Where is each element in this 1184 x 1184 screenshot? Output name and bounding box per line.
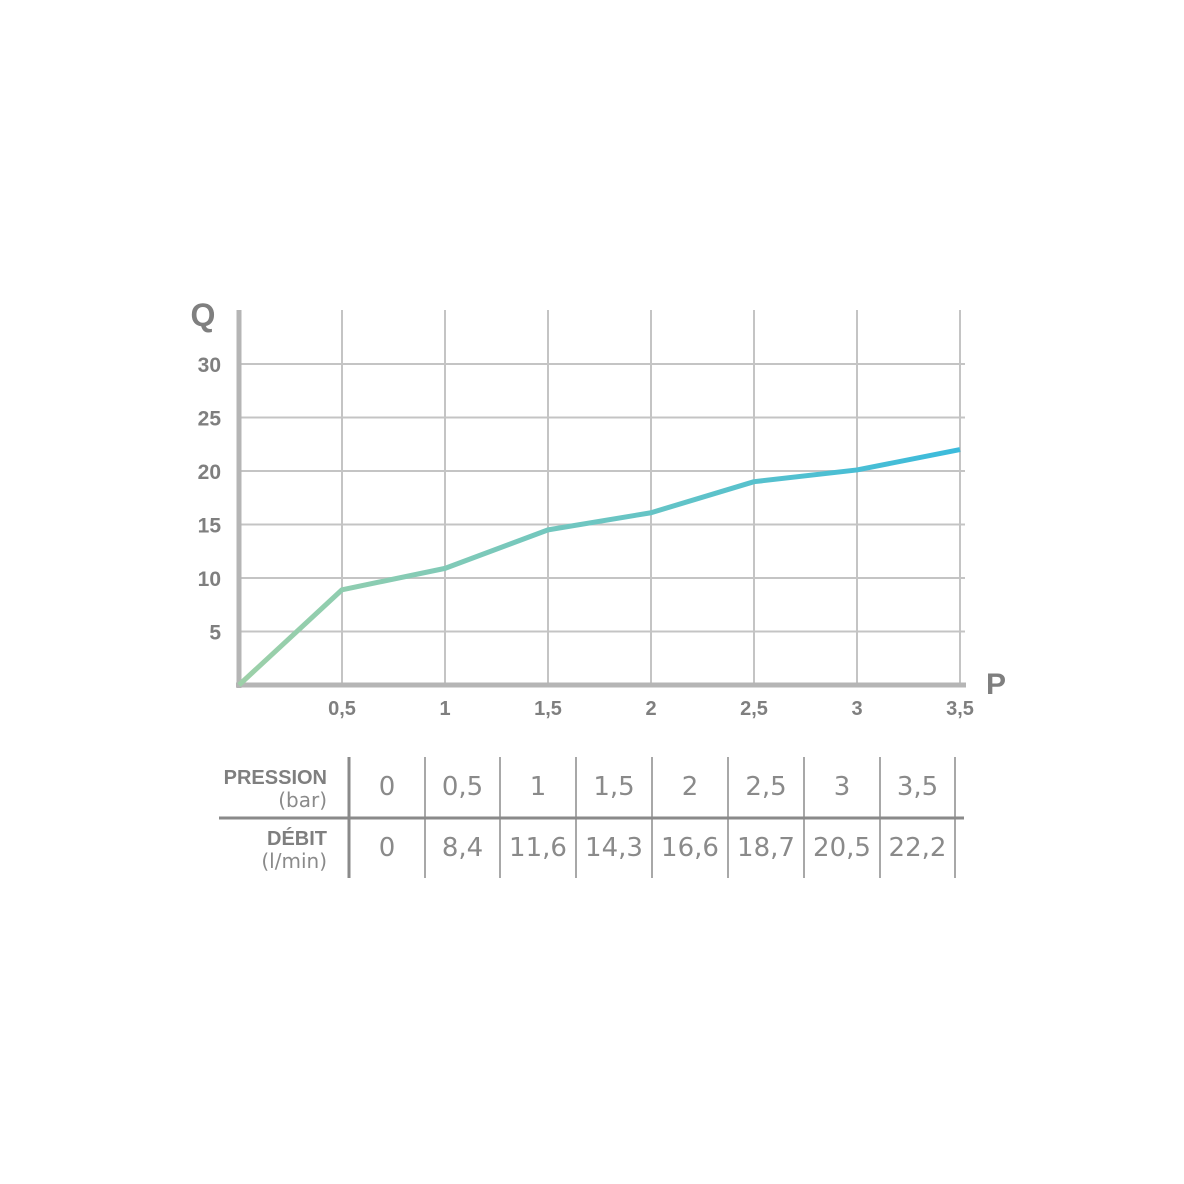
table-cell: 2 xyxy=(682,772,699,802)
x-axis-label: P xyxy=(986,668,1006,701)
table-cell: 11,6 xyxy=(509,833,567,863)
table-cell: 3 xyxy=(834,772,851,802)
table-row-label: DÉBIT xyxy=(267,827,327,850)
table-row-label: PRESSION xyxy=(224,767,327,789)
table-cell: 1,5 xyxy=(593,772,634,802)
table-cell: 18,7 xyxy=(737,833,795,863)
y-axis-label: Q xyxy=(191,297,216,333)
x-tick-label: 1,5 xyxy=(534,698,562,720)
table-cell: 14,3 xyxy=(585,833,643,863)
table-cell: 0 xyxy=(379,772,396,802)
y-tick-label: 30 xyxy=(198,354,221,377)
table-cell: 0 xyxy=(379,833,396,863)
x-tick-label: 2,5 xyxy=(740,698,768,720)
x-tick-label: 1 xyxy=(439,698,450,720)
x-tick-label: 2 xyxy=(645,698,656,720)
table-row-unit: (l/min) xyxy=(261,849,327,873)
table-cell: 0,5 xyxy=(442,772,483,802)
x-tick-label: 0,5 xyxy=(328,698,356,720)
y-tick-label: 20 xyxy=(198,461,221,484)
table-cell: 22,2 xyxy=(889,833,947,863)
y-tick-label: 5 xyxy=(209,622,221,645)
series-line xyxy=(237,447,961,687)
y-tick-label: 25 xyxy=(198,408,222,431)
table-cell: 2,5 xyxy=(745,772,786,802)
x-tick-label: 3 xyxy=(851,698,862,720)
table-cell: 3,5 xyxy=(897,772,938,802)
table-cell: 8,4 xyxy=(442,833,483,863)
x-tick-label: 3,5 xyxy=(946,698,974,720)
table-row-unit: (bar) xyxy=(278,788,327,812)
table-cell: 1 xyxy=(530,772,547,802)
table-cell: 16,6 xyxy=(661,833,719,863)
y-tick-label: 10 xyxy=(198,568,221,591)
y-tick-label: 15 xyxy=(198,515,222,538)
table-cell: 20,5 xyxy=(813,833,871,863)
